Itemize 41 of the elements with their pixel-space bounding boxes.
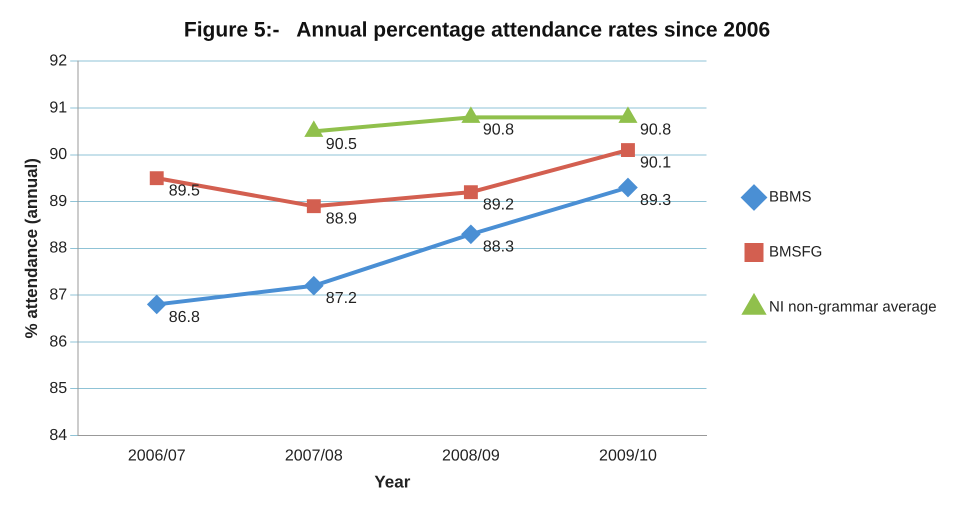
y-tick-label: 87 [49, 286, 68, 304]
data-label: 89.5 [168, 182, 200, 200]
y-tick-label: 85 [49, 380, 68, 398]
y-tick-label: 89 [49, 192, 68, 210]
chart-title: Figure 5:- Annual percentage attendance rates since 2006 [184, 18, 770, 42]
x-axis-title: Year [374, 472, 411, 492]
point [306, 122, 322, 137]
point [620, 108, 636, 123]
x-tick-label: 2009/10 [599, 447, 657, 464]
point [464, 185, 478, 200]
legend-label: NI non-grammar average [769, 298, 937, 316]
data-label: 90.1 [640, 154, 672, 172]
y-tick-label: 90 [49, 146, 68, 164]
data-label: 88.3 [482, 238, 514, 256]
legend-label: BBMS [769, 188, 812, 206]
point [462, 108, 479, 123]
data-label: 88.9 [326, 210, 358, 228]
y-tick-label: 92 [49, 52, 68, 70]
data-label: 90.5 [326, 136, 358, 153]
point [148, 295, 166, 314]
y-tick-label: 88 [49, 240, 68, 257]
point [304, 276, 323, 295]
data-label: 86.8 [168, 308, 200, 326]
x-tick-label: 2008/09 [442, 447, 500, 464]
point [306, 199, 321, 214]
x-tick-label: 2007/08 [284, 447, 343, 464]
point [150, 171, 164, 186]
legend-label: BMSFG [769, 244, 822, 261]
point [618, 178, 637, 196]
data-label: 87.2 [326, 290, 358, 308]
y-tick-label: 86 [49, 333, 68, 350]
point [462, 225, 480, 244]
y-axis-title: % attendance (annual) [22, 158, 41, 339]
data-label: 89.3 [640, 192, 672, 209]
point [621, 143, 635, 158]
y-tick-label: 91 [49, 99, 68, 116]
y-tick-label: 84 [49, 426, 68, 444]
x-tick-label: 2006/07 [128, 447, 186, 464]
data-label: 89.2 [482, 196, 514, 214]
data-label: 90.8 [482, 122, 514, 139]
data-label: 90.8 [640, 122, 672, 139]
